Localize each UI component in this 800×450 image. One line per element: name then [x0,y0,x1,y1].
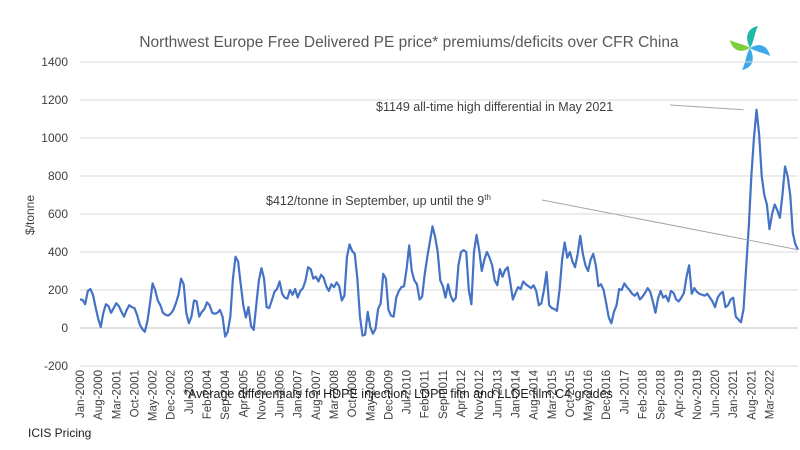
x-tick-label: Aug-2014 [529,369,541,419]
x-tick-label: Oct-2001 [129,370,141,417]
x-tick-label: Dec-2002 [166,370,178,420]
y-tick-labels: -200 0 200 400 600 800 1000 1200 1400 [41,55,68,373]
y-axis-label: $/tonne [23,195,37,235]
x-tick-label: Sep-2018 [656,370,668,420]
y-tick-label: -200 [44,359,68,373]
x-tick-label: Jun-2006 [275,370,287,418]
x-tick-label: Mar-2001 [111,370,123,419]
x-tick-label: Feb-2004 [202,369,214,419]
y-tick-label: 400 [48,245,68,259]
x-tick-label: Jan-2007 [293,370,305,418]
x-tick-label: May-2002 [148,370,160,421]
x-tick-label: Mar-2022 [764,370,776,419]
x-tick-label: Aug-2007 [311,370,323,420]
annotations: $1149 all-time high differential in May … [266,100,799,251]
x-tick-label: Jul-2003 [184,370,196,414]
x-tick-label: Aug-2021 [746,370,758,420]
y-tick-label: 1400 [41,55,68,69]
x-tick-label: Jun-2013 [492,370,504,418]
x-tick-label: Sep-2011 [438,370,450,419]
x-tick-label: Nov-2005 [256,370,268,420]
x-tick-label: Oct-2008 [347,370,359,417]
x-tick-label: Mar-2015 [547,370,559,419]
annotation-label: $1149 all-time high differential in May … [376,100,613,114]
annotation-label: $412/tonne in September, up until the 9t… [266,193,491,208]
x-tick-label: Aug-2000 [93,370,105,420]
x-tick-label: Jan-2000 [75,370,87,418]
annotation-leader [669,104,744,111]
x-tick-label: Jun-2020 [710,370,722,418]
x-tick-label: May-2016 [583,370,595,421]
x-tick-label: Jul-2010 [402,370,414,414]
x-tick-label: Apr-2005 [238,370,250,417]
x-tick-label: Oct-2015 [565,370,577,417]
x-tick-label: Jul-2017 [619,370,631,414]
chart-title: Northwest Europe Free Delivered PE price… [139,34,679,51]
x-tick-label: Dec-2009 [383,370,395,420]
footnote: *Average differentials for HDPE injectio… [183,387,613,401]
x-tick-label: Jan-2014 [510,369,522,418]
x-tick-label: Jan-2021 [728,370,740,418]
source-label: ICIS Pricing [28,426,91,440]
x-tick-label: Sep-2004 [220,369,232,419]
x-tick-label: Feb-2011 [420,370,432,418]
icis-logo-icon [730,26,770,70]
y-tick-label: 600 [48,207,68,221]
x-tick-label: Dec-2016 [601,370,613,420]
y-tick-label: 800 [48,169,68,183]
x-tick-label: Apr-2012 [456,370,468,417]
y-tick-label: 1200 [41,93,68,107]
x-tick-label: Nov-2019 [692,370,704,420]
y-tick-label: 200 [48,283,68,297]
x-tick-label: Apr-2019 [674,370,686,417]
x-tick-label: May-2009 [365,370,377,421]
y-tick-label: 0 [61,321,68,335]
x-tick-label: Mar-2008 [329,370,341,419]
y-tick-label: 1000 [41,131,68,145]
gridlines [80,61,798,367]
series-line [79,108,799,338]
x-tick-labels: Jan-2000 Aug-2000 Mar-2001 Oct-2001 May-2002… [75,369,776,421]
x-tick-label: Feb-2018 [637,370,649,419]
annotation-leader [541,199,799,251]
x-tick-label: Nov-2012 [474,370,486,420]
